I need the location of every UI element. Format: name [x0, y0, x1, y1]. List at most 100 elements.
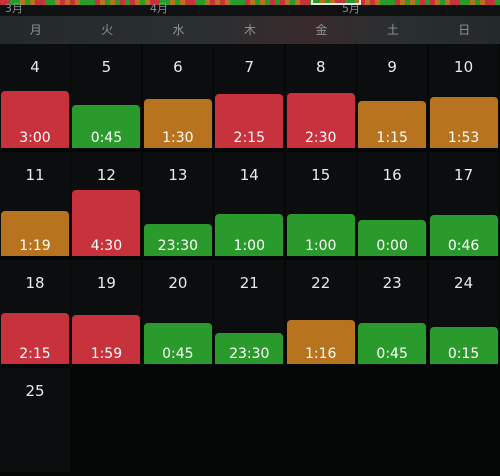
duration-bar[interactable]: 1:16 [286, 320, 355, 364]
day-number: 11 [25, 166, 45, 184]
activity-strip-segment [270, 0, 275, 5]
duration-bar[interactable]: 0:46 [429, 215, 498, 256]
activity-strip-segment [185, 0, 190, 5]
duration-bar[interactable]: 1:00 [286, 214, 355, 256]
day-cell[interactable]: 20 0:45 [142, 260, 213, 364]
duration-bar[interactable]: 23:30 [143, 224, 212, 256]
activity-strip-segment [80, 0, 85, 5]
day-number: 10 [454, 58, 474, 76]
activity-strip-segment [415, 0, 420, 5]
day-cell[interactable]: 19 1:59 [71, 260, 142, 364]
month-label-may: 5月 [342, 2, 360, 15]
day-number: 22 [311, 274, 331, 292]
activity-strip-segment [295, 0, 300, 5]
activity-strip-segment [120, 0, 125, 5]
duration-bar[interactable]: 1:00 [215, 214, 284, 256]
duration-bar[interactable]: 2:15 [1, 313, 69, 364]
duration-bar[interactable]: 1:15 [358, 101, 427, 148]
activity-strip-segment [380, 0, 385, 5]
activity-strip-segment [435, 0, 440, 5]
activity-strip-segment [370, 0, 375, 5]
duration-label: 1:59 [90, 346, 123, 362]
duration-bar[interactable]: 1:53 [429, 97, 498, 148]
day-cell[interactable]: 22 1:16 [285, 260, 356, 364]
activity-strip-segment [45, 0, 50, 5]
duration-bar[interactable]: 1:19 [1, 211, 69, 256]
activity-strip-segment [170, 0, 175, 5]
day-cell[interactable]: 21 23:30 [214, 260, 285, 364]
duration-bar[interactable]: 3:00 [1, 91, 69, 148]
duration-label: 1:16 [304, 346, 337, 362]
duration-bar[interactable]: 2:30 [286, 93, 355, 148]
day-cell[interactable]: 12 4:30 [71, 152, 142, 256]
activity-strip-segment [445, 0, 450, 5]
day-cell[interactable]: 18 2:15 [0, 260, 70, 364]
day-cell[interactable]: 8 2:30 [285, 44, 356, 148]
day-number: 4 [30, 58, 40, 76]
day-cell[interactable]: 5 0:45 [71, 44, 142, 148]
duration-bar[interactable]: 0:45 [358, 323, 427, 364]
activity-strip-segment [475, 0, 480, 5]
day-cell[interactable]: 14 1:00 [214, 152, 285, 256]
activity-strip-segment [345, 0, 350, 5]
duration-bar[interactable]: 0:00 [358, 220, 427, 256]
activity-strip-segment [245, 0, 250, 5]
weekday-thursday: 木 [243, 23, 256, 37]
duration-bar[interactable]: 0:45 [72, 105, 141, 148]
duration-label: 1:30 [162, 130, 194, 146]
day-number: 9 [387, 58, 397, 76]
activity-strip-segment [300, 0, 305, 5]
activity-strip-segment [320, 0, 325, 5]
activity-strip-segment [400, 0, 405, 5]
week-row: 18 2:15 19 1:59 20 0:45 21 23:30 22 1:16 23 0:45 24 0… [0, 260, 500, 368]
day-cell[interactable]: 15 1:00 [285, 152, 356, 256]
day-cell[interactable]: 6 1:30 [142, 44, 213, 148]
activity-strip-segment [10, 0, 15, 5]
duration-bar[interactable]: 4:30 [72, 190, 141, 256]
duration-bar[interactable]: 1:59 [72, 315, 141, 364]
activity-strip-segment [275, 0, 280, 5]
day-cell[interactable]: 7 2:15 [214, 44, 285, 148]
day-cell[interactable]: 11 1:19 [0, 152, 70, 256]
activity-strip-segment [200, 0, 205, 5]
activity-strip-segment [250, 0, 255, 5]
day-cell[interactable]: 25 [0, 368, 70, 472]
activity-strip-segment [85, 0, 90, 5]
day-number: 7 [244, 58, 255, 76]
day-cell[interactable]: 9 1:15 [357, 44, 428, 148]
day-number: 6 [173, 58, 183, 76]
activity-strip-segment [285, 0, 290, 5]
month-timeline[interactable]: 3月 4月 5月 [0, 0, 500, 16]
duration-bar[interactable]: 0:45 [143, 323, 212, 364]
activity-strip-segment [165, 0, 170, 5]
activity-strip-segment [395, 0, 400, 5]
activity-strip-segment [140, 0, 145, 5]
activity-strip-segment [405, 0, 410, 5]
day-number: 21 [239, 274, 259, 292]
day-cell[interactable]: 4 3:00 [0, 44, 70, 148]
duration-bar[interactable]: 1:30 [143, 99, 212, 148]
duration-label: 0:00 [376, 238, 408, 254]
timeline-viewport-handle[interactable] [311, 0, 361, 5]
duration-bar[interactable]: 23:30 [215, 333, 284, 364]
day-cell[interactable]: 16 0:00 [357, 152, 428, 256]
activity-strip-segment [60, 0, 65, 5]
day-cell[interactable]: 24 0:15 [428, 260, 499, 364]
day-cell[interactable]: 17 0:46 [428, 152, 499, 256]
day-number: 13 [168, 166, 188, 184]
weekday-header: 月 火 水 木 金 土 日 [0, 16, 500, 44]
activity-strip-segment [135, 0, 140, 5]
duration-bar[interactable]: 0:15 [429, 327, 498, 364]
activity-strip-segment [210, 0, 215, 5]
activity-strip-segment [175, 0, 180, 5]
day-number: 14 [239, 166, 259, 184]
day-cell[interactable]: 23 0:45 [357, 260, 428, 364]
weekday-wednesday: 水 [172, 23, 185, 37]
activity-strip-segment [70, 0, 75, 5]
activity-strip-segment [350, 0, 355, 5]
day-cell[interactable]: 10 1:53 [428, 44, 499, 148]
duration-bar[interactable]: 2:15 [215, 94, 284, 148]
day-cell[interactable]: 13 23:30 [142, 152, 213, 256]
duration-label: 2:15 [19, 346, 51, 362]
activity-strip-segment [190, 0, 195, 5]
